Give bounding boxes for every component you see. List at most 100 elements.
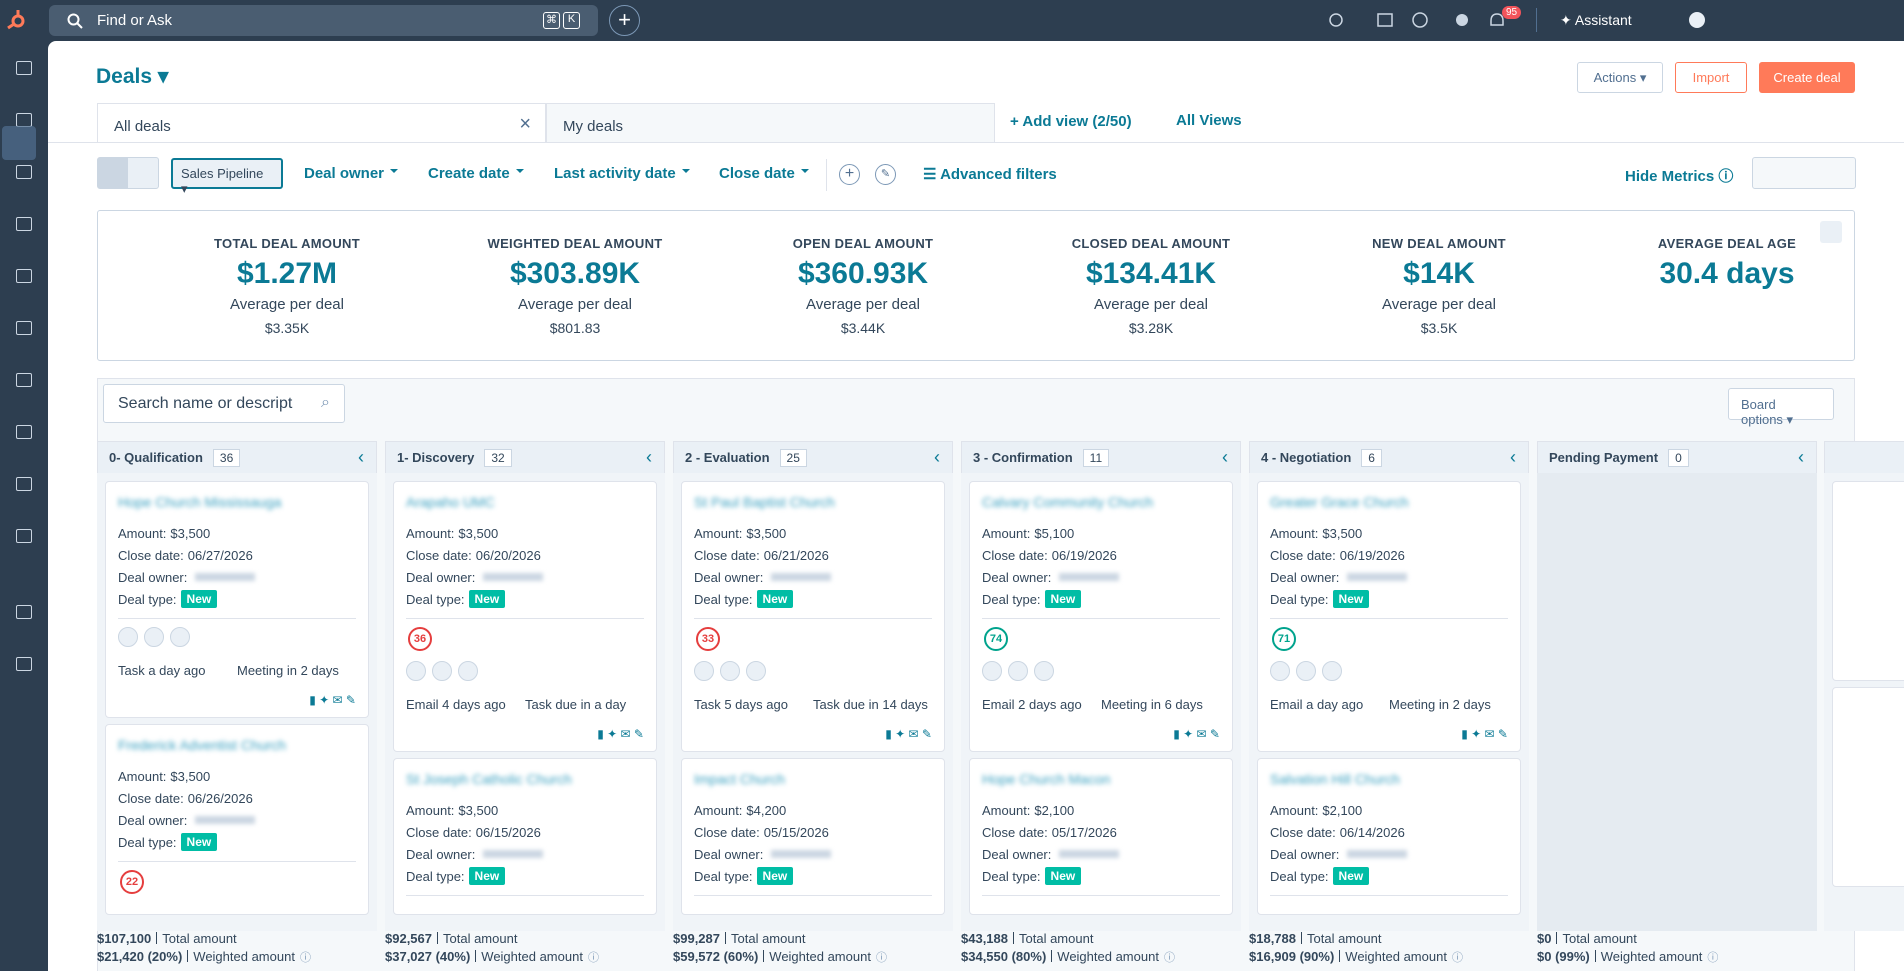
nav-icon[interactable] (16, 529, 32, 543)
filter-dropdown[interactable]: Deal owner (304, 165, 398, 182)
column-header: Pending Payment 0 ‹ (1537, 441, 1817, 473)
column-name: 1- Discovery (397, 450, 475, 465)
deal-card[interactable]: Salvation Hill Church Amount: $2,100 Close … (1257, 758, 1521, 915)
actions-button[interactable]: Actions ▾ (1577, 62, 1663, 93)
owner-blur (1059, 850, 1120, 858)
divider (826, 159, 827, 191)
activity-row: Email a day ago Meeting in 2 days (1270, 693, 1508, 715)
column-footer: $43,188 Total amount $34,550 (80%) Weighted… (961, 930, 1241, 967)
avatar[interactable] (1689, 12, 1705, 28)
deal-card[interactable]: St Joseph Catholic Church Amount: $3,500 Cl… (393, 758, 657, 915)
divider (1270, 618, 1508, 619)
nav-icon[interactable] (16, 657, 32, 671)
field-row: Deal type: New (118, 831, 356, 853)
collapse-icon[interactable]: ‹ (1798, 447, 1804, 467)
tab[interactable]: My deals (546, 103, 995, 143)
filter-dropdown[interactable]: Create date (428, 165, 524, 182)
metric-sub-label: Average per deal (230, 296, 344, 313)
total-amount: $43,188 (961, 931, 1008, 946)
weighted-amount: $37,027 (40%) (385, 949, 471, 964)
tab-label: All deals (114, 118, 171, 135)
deal-card[interactable]: Impact Church Amount: $4,200 Close date: 05/… (681, 758, 945, 915)
board-options[interactable]: Board options ▾ (1728, 388, 1834, 427)
total-row: $43,188 Total amount (961, 930, 1241, 948)
column-count: 25 (779, 448, 807, 467)
column-name: 0- Qualification (109, 450, 203, 465)
field-row: Amount: $3,500 (118, 522, 356, 544)
import-button[interactable]: Import (1675, 62, 1747, 93)
sidebar (0, 41, 48, 971)
nav-icon[interactable] (16, 217, 32, 231)
metric: WEIGHTED DEAL AMOUNT $303.89K Average per … (431, 211, 719, 336)
tab[interactable]: All deals × (97, 103, 546, 143)
field-row: Close date: 06/27/2026 (118, 544, 356, 566)
collapse-icon[interactable]: ‹ (646, 447, 652, 467)
column-count: 11 (1082, 448, 1110, 467)
deal-card[interactable]: Greater Grace Church Amount: $3,500 Close d… (1257, 481, 1521, 752)
nav-icon[interactable] (16, 269, 32, 283)
deal-type-badge: New (756, 590, 794, 608)
collapse-icon[interactable]: ‹ (1510, 447, 1516, 467)
metric: OPEN DEAL AMOUNT $360.93K Average per deal… (719, 211, 1007, 336)
page-title[interactable]: Deals ▾ (96, 65, 169, 88)
assistant-button[interactable]: ✦ Assistant (1560, 12, 1632, 28)
add-button[interactable]: + (609, 5, 640, 36)
column-count: 32 (484, 448, 512, 467)
add-filter[interactable]: + (839, 164, 860, 185)
pipeline-select[interactable]: Sales Pipeline ▾ (171, 158, 283, 196)
total-amount: $107,100 (97, 931, 152, 946)
create-deal-button[interactable]: Create deal (1759, 62, 1855, 93)
view-toggle[interactable] (97, 157, 159, 189)
nav-icon[interactable] (16, 605, 32, 619)
filter-dropdown[interactable]: Last activity date (554, 165, 690, 182)
owner-blur (1347, 850, 1408, 858)
deal-title: Impact Church (694, 771, 786, 787)
deal-card[interactable]: Frederick Adventist Church Amount: $3,500 C… (105, 724, 369, 915)
advanced-label: Advanced filters (940, 166, 1057, 183)
field-value: $3,500 (1322, 525, 1363, 541)
info-icon: ⓘ (587, 952, 599, 964)
field-row: Amount: $3,500 (406, 522, 644, 544)
nav-icon[interactable] (16, 165, 32, 179)
collapse-icon[interactable]: ‹ (1222, 447, 1228, 467)
nav-icon[interactable] (16, 477, 32, 491)
top-bar: Find or Ask ⌘ K + 95 ✦ Assistant (0, 0, 1904, 41)
nav-icon[interactable] (16, 113, 32, 127)
toolbar-buttons[interactable] (1752, 157, 1856, 189)
logo[interactable] (4, 8, 28, 32)
field-row: Close date: 06/14/2026 (1270, 821, 1508, 843)
total-amount: $18,788 (1249, 931, 1296, 946)
association-icons (694, 661, 932, 685)
search-bar[interactable]: Find or Ask ⌘ K (49, 5, 598, 36)
collapse-icon[interactable]: ‹ (358, 447, 364, 467)
field-value: 06/19/2026 (1339, 547, 1405, 563)
deal-type-badge: New (180, 833, 218, 851)
filter-dropdown[interactable]: Close date (719, 165, 809, 182)
nav-icon[interactable] (16, 373, 32, 387)
edit-filter[interactable]: ✎ (875, 164, 896, 185)
owner-blur (483, 573, 544, 581)
field-row: Deal owner: (1270, 566, 1508, 588)
hide-metrics[interactable]: Hide Metrics ⓘ (1625, 168, 1734, 185)
deal-title: Hope Church Macon (982, 771, 1111, 787)
deal-card[interactable]: Calvary Community Church Amount: $5,100 Clo… (969, 481, 1233, 752)
advanced-filters[interactable]: ☰ Advanced filters (923, 166, 1057, 183)
field-label: Deal owner: (406, 569, 476, 585)
deal-card[interactable]: Hope Church Mississauga Amount: $3,500 Clos… (105, 481, 369, 718)
card-actions: ▮ ✦ ✉ ✎ (1461, 727, 1508, 741)
add-view[interactable]: + Add view (2/50) (1010, 113, 1132, 130)
deal-card[interactable]: Arapaho UMC Amount: $3,500 Close date: 06/20… (393, 481, 657, 752)
field-row: Deal type: New (406, 865, 644, 887)
info-icon: ⓘ (1451, 952, 1463, 964)
metric-sub-label: Average per deal (1382, 296, 1496, 313)
deal-card[interactable]: St Paul Baptist Church Amount: $3,500 Close… (681, 481, 945, 752)
deal-title: St Joseph Catholic Church (406, 771, 572, 787)
column-name: Pending Payment (1549, 450, 1659, 465)
nav-icon[interactable] (16, 321, 32, 335)
all-views[interactable]: All Views (1176, 112, 1242, 129)
nav-icon[interactable] (16, 61, 32, 75)
board-search[interactable]: Search name or descript ⌕ (103, 384, 345, 423)
nav-icon[interactable] (16, 425, 32, 439)
collapse-icon[interactable]: ‹ (934, 447, 940, 467)
deal-card[interactable]: Hope Church Macon Amount: $2,100 Close date… (969, 758, 1233, 915)
